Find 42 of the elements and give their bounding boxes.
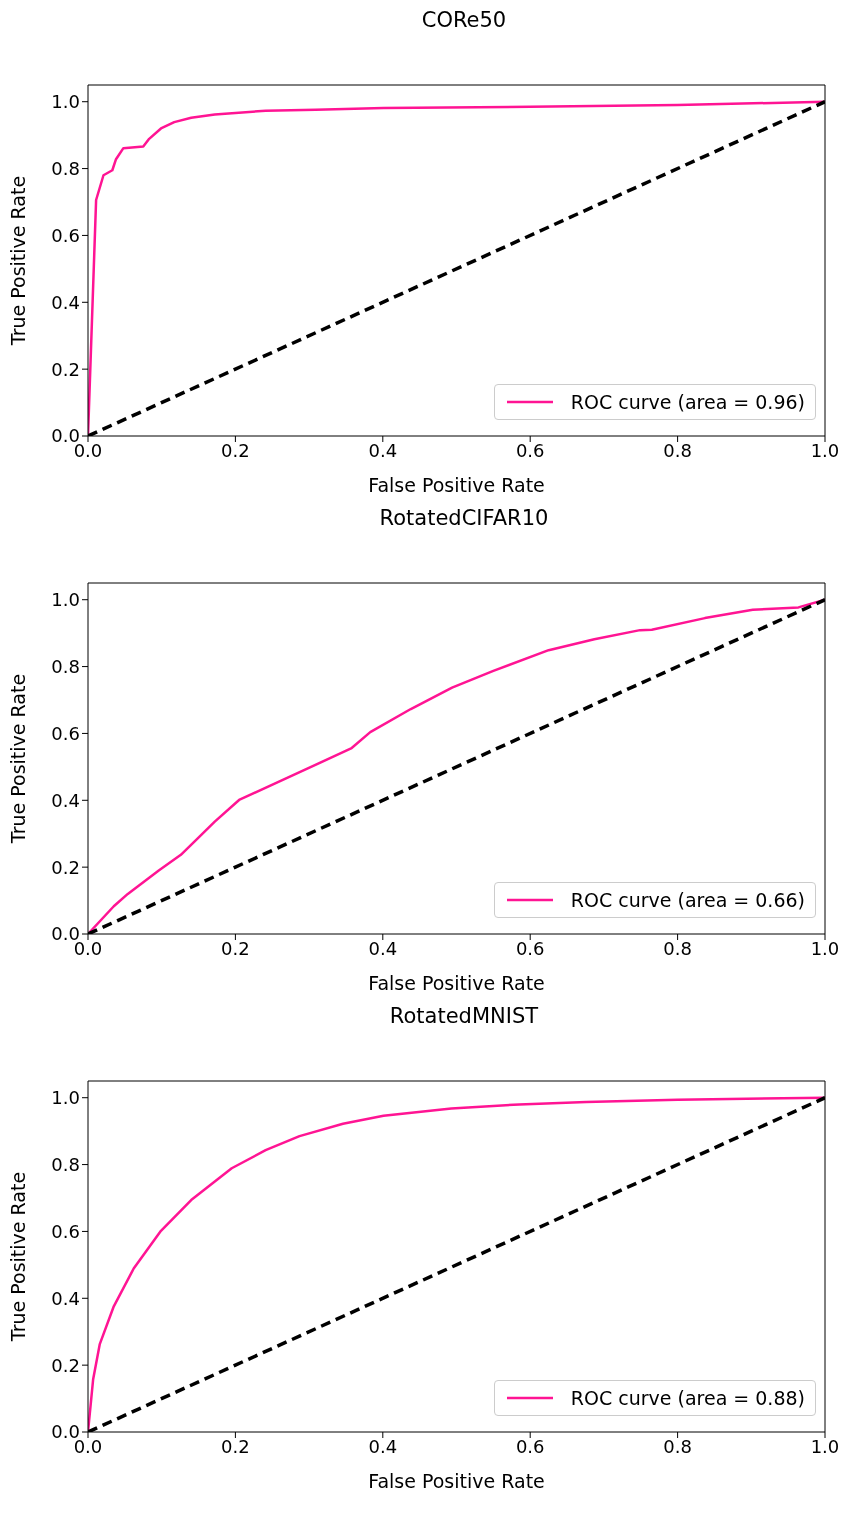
- chart-title: CORe50: [420, 8, 508, 34]
- x-tick-label: 0.6: [515, 1435, 545, 1457]
- y-tick-label: 0.4: [51, 789, 80, 811]
- x-tick-label: 0.2: [221, 1435, 250, 1457]
- y-axis-title: True Positive Rate: [6, 1171, 29, 1343]
- y-tick-label: 0.8: [51, 157, 80, 179]
- x-axis-title: False Positive Rate: [368, 972, 545, 994]
- legend-label: ROC curve (area = 0.88): [570, 1387, 805, 1409]
- y-tick-label: 0.4: [51, 291, 80, 313]
- x-tick-label: 0.8: [663, 937, 692, 959]
- x-axis-title: False Positive Rate: [368, 1470, 545, 1492]
- chart-title: RotatedMNIST: [388, 1004, 540, 1030]
- x-tick-label: 0.4: [368, 1435, 398, 1457]
- y-tick-label: 0.8: [51, 1153, 80, 1175]
- y-tick-label: 1.0: [51, 589, 80, 611]
- x-tick-label: 1.0: [810, 1435, 840, 1457]
- legend-label: ROC curve (area = 0.66): [570, 889, 805, 911]
- y-tick-label: 0.4: [51, 1287, 80, 1309]
- legend-label: ROC curve (area = 0.96): [570, 391, 805, 413]
- y-tick-label: 0.6: [51, 722, 80, 744]
- x-tick-label: 0.8: [663, 439, 692, 461]
- x-tick-label: 0.8: [663, 1435, 692, 1457]
- x-tick-label: 1.0: [810, 439, 840, 461]
- x-tick-label: 0.6: [515, 439, 545, 461]
- x-tick-label: 0.4: [368, 937, 398, 959]
- x-tick-label: 0.6: [515, 937, 545, 959]
- y-tick-label: 0.2: [51, 856, 80, 878]
- x-tick-label: 0.4: [368, 439, 398, 461]
- y-axis-title: True Positive Rate: [6, 175, 29, 347]
- x-axis-title: False Positive Rate: [368, 474, 545, 496]
- x-tick-label: 0.2: [221, 937, 250, 959]
- y-tick-label: 0.6: [51, 1220, 80, 1242]
- y-axis-title: True Positive Rate: [6, 673, 29, 845]
- y-tick-label: 0.8: [51, 655, 80, 677]
- x-tick-label: 0.2: [221, 439, 250, 461]
- y-tick-label: 0.6: [51, 224, 80, 246]
- x-tick-label: 1.0: [810, 937, 840, 959]
- y-tick-label: 0.2: [51, 358, 80, 380]
- chart-title: RotatedCIFAR10: [378, 506, 550, 532]
- y-tick-label: 0.2: [51, 1354, 80, 1376]
- y-tick-label: 1.0: [51, 1087, 80, 1109]
- y-tick-label: 1.0: [51, 91, 80, 113]
